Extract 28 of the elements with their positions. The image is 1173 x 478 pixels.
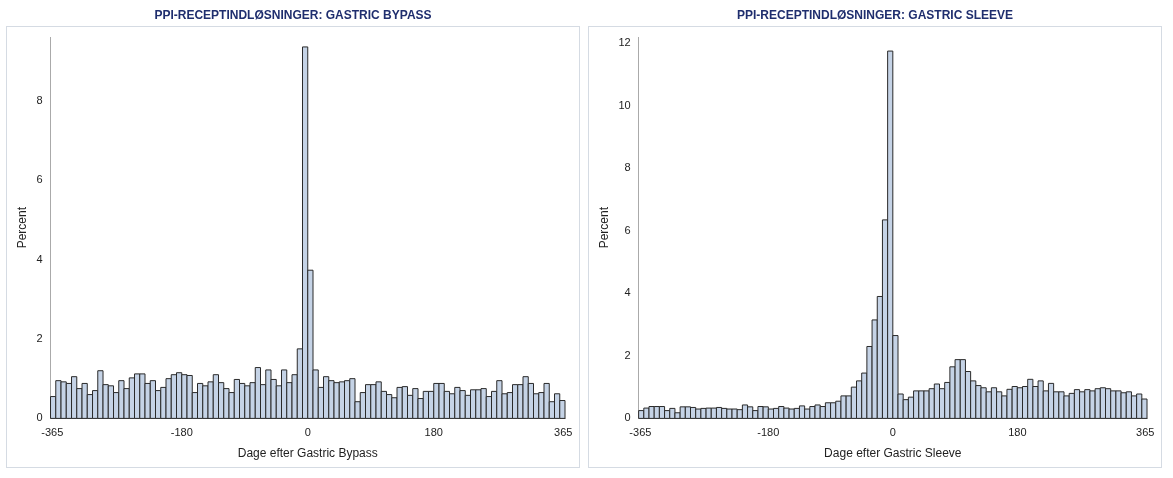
y-tick-label: 2: [36, 331, 43, 344]
x-tick-label: 180: [424, 426, 443, 439]
x-tick-label: 180: [1008, 426, 1027, 439]
x-tick-label: -180: [170, 426, 193, 439]
y-tick-label: 8: [36, 93, 43, 106]
x-tick-label: -180: [757, 426, 780, 439]
x-axis-title: Dage efter Gastric Bypass: [237, 446, 378, 461]
x-tick-label: 0: [889, 426, 896, 439]
x-tick-label: -365: [629, 426, 652, 439]
y-tick-label: 4: [624, 286, 631, 299]
chart-title: PPI-RECEPTINDLØSNINGER: GASTRIC BYPASS: [153, 7, 433, 24]
y-tick-label: 10: [618, 98, 631, 111]
y-tick-label: 2: [624, 348, 631, 361]
x-tick-label: 365: [554, 426, 573, 439]
y-tick-label: 8: [624, 161, 631, 174]
y-axis-title: Percent: [596, 206, 611, 249]
y-tick-label: 4: [36, 252, 43, 265]
x-axis-title: Dage efter Gastric Sleeve: [824, 446, 962, 461]
y-tick-label: 0: [36, 411, 43, 424]
y-tick-label: 12: [618, 36, 631, 49]
chart-title: PPI-RECEPTINDLØSNINGER: GASTRIC SLEEVE: [736, 7, 1014, 24]
y-tick-label: 6: [36, 173, 43, 186]
x-tick-label: 0: [304, 426, 311, 439]
x-tick-label: -365: [41, 426, 64, 439]
y-tick-label: 6: [624, 223, 631, 236]
x-tick-label: 365: [1136, 426, 1155, 439]
y-tick-label: 0: [624, 411, 631, 424]
y-axis-title: Percent: [14, 206, 29, 249]
